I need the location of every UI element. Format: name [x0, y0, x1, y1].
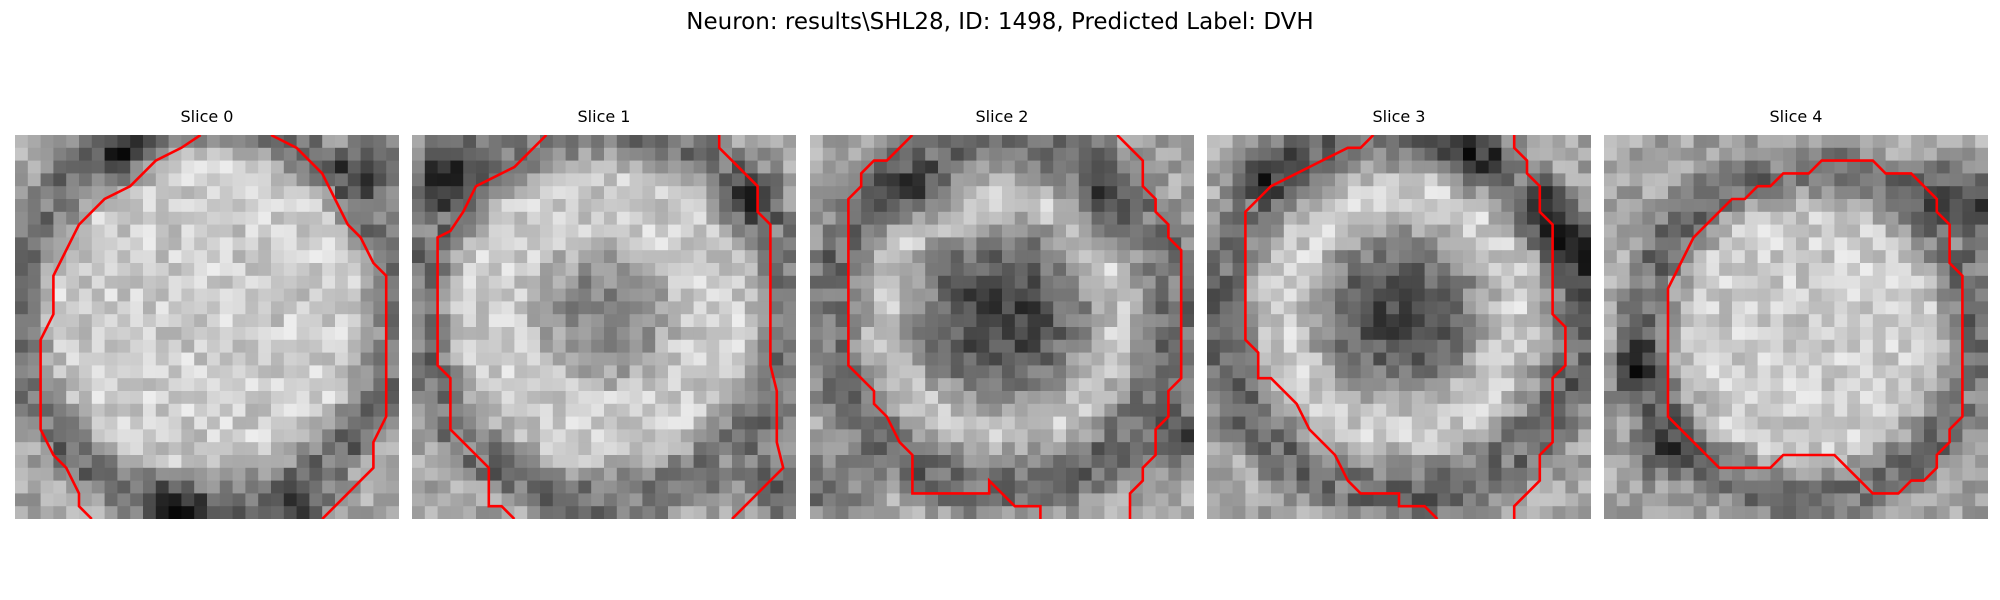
- pixel-grid: [412, 135, 796, 519]
- slice-image-2: [810, 135, 1194, 519]
- cell-contour-left: [1244, 135, 1439, 519]
- slice-panel-4: Slice 4: [1604, 107, 1988, 519]
- slice-title-0: Slice 0: [180, 107, 234, 126]
- cell-contour-left: [847, 135, 1042, 519]
- slice-panel-1: Slice 1: [412, 107, 796, 519]
- cell-contour-left: [39, 135, 202, 519]
- pixel-grid: [810, 135, 1194, 519]
- pixel-grid: [1604, 135, 1988, 519]
- slice-image-4: [1604, 135, 1988, 519]
- pixel-grid: [15, 135, 399, 519]
- slice-title-2: Slice 2: [975, 107, 1029, 126]
- slice-image-3: [1207, 135, 1591, 519]
- cell-contour-right: [270, 135, 388, 519]
- cell-contour-right: [1116, 135, 1183, 519]
- cell-contour-left: [1666, 159, 1964, 495]
- slice-title-1: Slice 1: [577, 107, 631, 126]
- figure-title: Neuron: results\SHL28, ID: 1498, Predict…: [686, 9, 1314, 35]
- slice-image-0: [15, 135, 399, 519]
- cell-contour-right: [1512, 135, 1567, 519]
- cell-contour-right: [717, 135, 785, 519]
- slice-panel-3: Slice 3: [1207, 107, 1591, 519]
- slice-panel-0: Slice 0: [15, 107, 399, 519]
- cell-contour-left: [436, 135, 548, 519]
- slice-title-3: Slice 3: [1372, 107, 1426, 126]
- slice-image-1: [412, 135, 796, 519]
- slice-panel-2: Slice 2: [810, 107, 1194, 519]
- pixel-grid: [1207, 135, 1591, 519]
- slice-title-4: Slice 4: [1769, 107, 1823, 126]
